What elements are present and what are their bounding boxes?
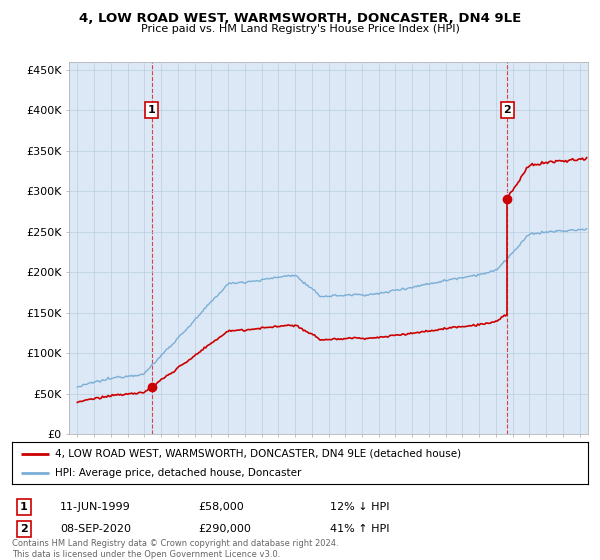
Text: 1: 1: [20, 502, 28, 512]
Text: 2: 2: [20, 524, 28, 534]
Text: £58,000: £58,000: [198, 502, 244, 512]
Text: Price paid vs. HM Land Registry's House Price Index (HPI): Price paid vs. HM Land Registry's House …: [140, 24, 460, 34]
Text: Contains HM Land Registry data © Crown copyright and database right 2024.
This d: Contains HM Land Registry data © Crown c…: [12, 539, 338, 559]
Text: 4, LOW ROAD WEST, WARMSWORTH, DONCASTER, DN4 9LE (detached house): 4, LOW ROAD WEST, WARMSWORTH, DONCASTER,…: [55, 449, 461, 459]
Text: £290,000: £290,000: [198, 524, 251, 534]
Text: 11-JUN-1999: 11-JUN-1999: [60, 502, 131, 512]
Text: 2: 2: [503, 105, 511, 115]
Text: 1: 1: [148, 105, 155, 115]
Text: 41% ↑ HPI: 41% ↑ HPI: [330, 524, 389, 534]
Text: 08-SEP-2020: 08-SEP-2020: [60, 524, 131, 534]
Text: 12% ↓ HPI: 12% ↓ HPI: [330, 502, 389, 512]
Text: HPI: Average price, detached house, Doncaster: HPI: Average price, detached house, Donc…: [55, 468, 302, 478]
Text: 4, LOW ROAD WEST, WARMSWORTH, DONCASTER, DN4 9LE: 4, LOW ROAD WEST, WARMSWORTH, DONCASTER,…: [79, 12, 521, 25]
